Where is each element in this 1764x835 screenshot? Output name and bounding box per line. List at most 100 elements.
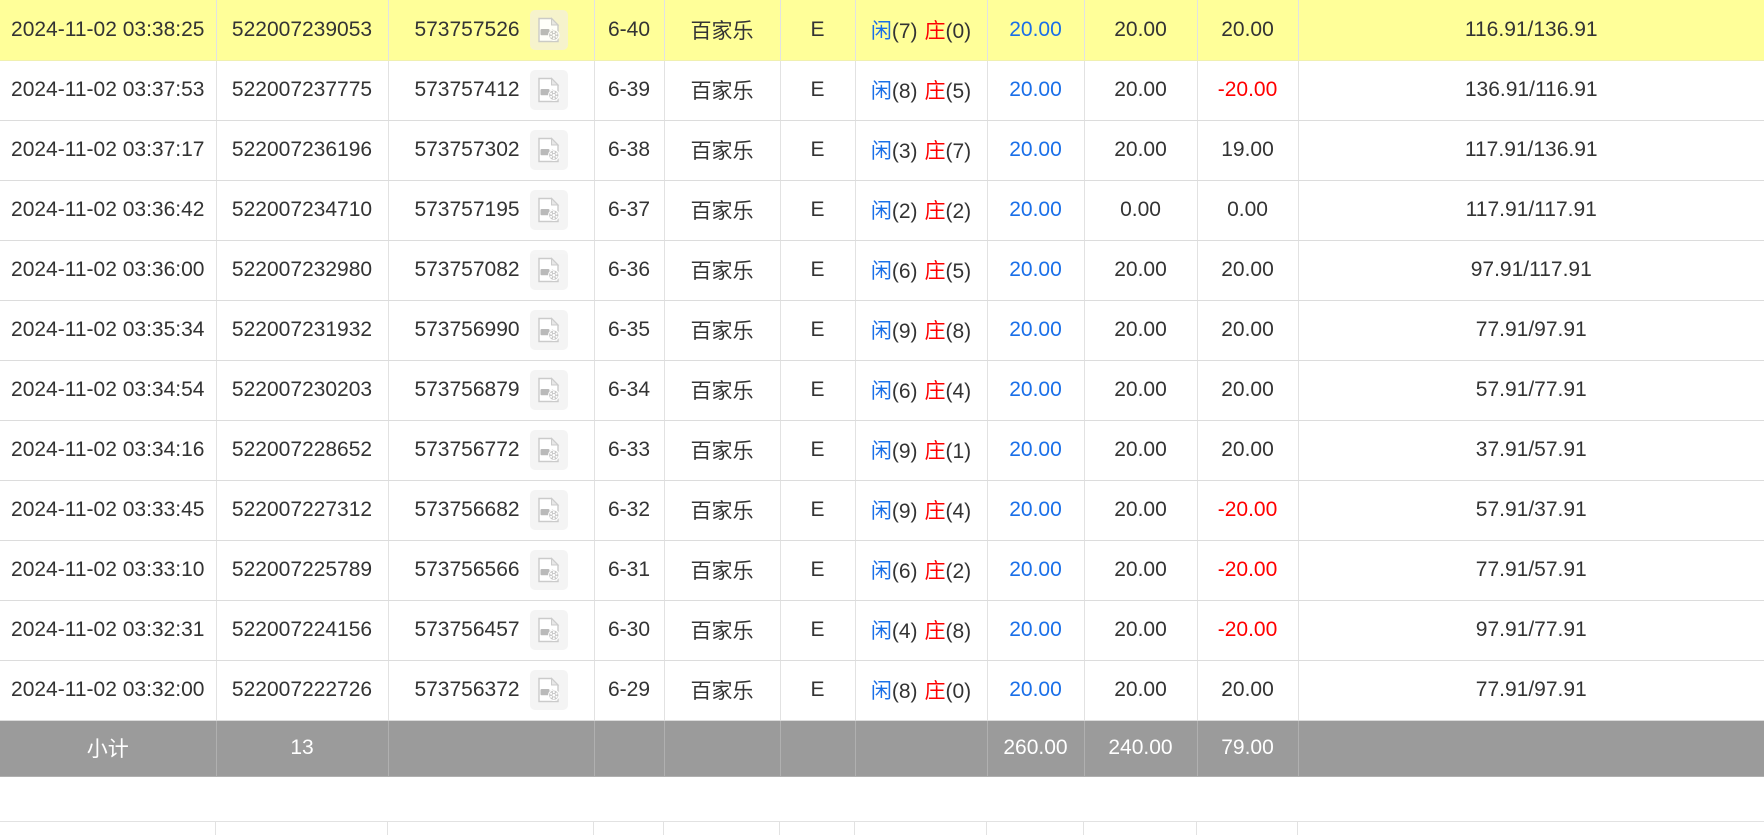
subtotal-row: 小计 13 260.00 240.00 79.00 <box>0 720 1764 777</box>
bet-time: 2024-11-02 03:34:54 <box>11 378 205 401</box>
table-row[interactable]: 2024-11-02 03:33:10 522007225789 573756566… <box>0 540 1764 601</box>
payout-amount: 20.00 <box>1221 258 1274 281</box>
bet-time: 2024-11-02 03:32:00 <box>11 678 205 701</box>
cell-game-name: 百家乐 <box>664 480 781 541</box>
video-replay-icon[interactable] <box>529 190 568 230</box>
valid-bet-amount: 20.00 <box>1114 138 1167 161</box>
cell-round-number: 573756566 <box>388 540 595 601</box>
bet-amount: 20.00 <box>1009 138 1062 161</box>
cell-order-number: 522007228652 <box>216 420 389 481</box>
cell-round-number: 573756372 <box>388 660 595 721</box>
table-row[interactable]: 2024-11-02 03:32:31 522007224156 573756457… <box>0 600 1764 661</box>
banker-result: 庄(1) <box>924 440 972 463</box>
cell-payout-amount: 0.00 <box>1197 180 1299 241</box>
cell-table-shoe: 6-35 <box>594 300 665 361</box>
round-result: 闲(8) 庄(0) <box>871 675 971 705</box>
video-replay-icon[interactable] <box>529 490 568 530</box>
round-result: 闲(2) 庄(2) <box>871 195 971 225</box>
table-row[interactable]: 2024-11-02 03:34:16 522007228652 573756772… <box>0 420 1764 481</box>
cell-order-number: 522007234710 <box>216 180 389 241</box>
video-replay-icon[interactable] <box>529 70 568 110</box>
cell-order-number: 522007225789 <box>216 540 389 601</box>
cell-side-code: E <box>780 0 856 61</box>
video-replay-icon[interactable] <box>529 550 568 590</box>
cell-payout-amount: 20.00 <box>1197 420 1299 481</box>
video-replay-icon[interactable] <box>529 250 568 290</box>
cell-order-number: 522007230203 <box>216 360 389 421</box>
table-row[interactable]: 2024-11-02 03:34:54 522007230203 573756879… <box>0 360 1764 421</box>
table-shoe: 6-37 <box>607 198 651 221</box>
cell-side-code: E <box>780 420 856 481</box>
order-number: 522007237775 <box>231 78 373 101</box>
cell-bet-amount: 20.00 <box>987 240 1085 301</box>
game-name: 百家乐 <box>690 320 754 343</box>
order-number: 522007228652 <box>231 438 373 461</box>
table-shoe: 6-31 <box>607 558 651 581</box>
table-row[interactable]: 2024-11-02 03:35:34 522007231932 573756990… <box>0 300 1764 361</box>
cell-table-shoe: 6-40 <box>594 0 665 61</box>
table-row[interactable]: 2024-11-02 03:38:25 522007239053 573757526… <box>0 0 1764 61</box>
table-row[interactable]: 2024-11-02 03:37:53 522007237775 573757412… <box>0 60 1764 121</box>
banker-result: 庄(4) <box>924 380 972 403</box>
cell-order-number: 522007222726 <box>216 660 389 721</box>
cell-result: 闲(6) 庄(4) <box>855 360 988 421</box>
cell-time: 2024-11-02 03:33:45 <box>0 480 217 541</box>
valid-bet-amount: 20.00 <box>1114 618 1167 641</box>
side-code: E <box>810 78 825 101</box>
player-result: 闲(6) <box>870 560 918 583</box>
game-name: 百家乐 <box>690 260 754 283</box>
round-result: 闲(6) 庄(5) <box>871 255 971 285</box>
valid-bet-amount: 20.00 <box>1114 258 1167 281</box>
side-code: E <box>810 618 825 641</box>
cell-payout-amount: -20.00 <box>1197 600 1299 661</box>
cell-result: 闲(4) 庄(8) <box>855 600 988 661</box>
balance-before-after: 77.91/97.91 <box>1475 678 1587 701</box>
subtotal-label: 小计 <box>0 720 217 777</box>
balance-before-after: 77.91/97.91 <box>1475 318 1587 341</box>
cell-valid-bet-amount: 20.00 <box>1084 0 1198 61</box>
table-row[interactable]: 2024-11-02 03:32:00 522007222726 573756372… <box>0 660 1764 721</box>
bet-time: 2024-11-02 03:37:53 <box>11 78 205 101</box>
round-number: 573756772 <box>414 438 520 461</box>
cell-valid-bet-amount: 20.00 <box>1084 360 1198 421</box>
video-replay-icon[interactable] <box>529 9 568 50</box>
cell-side-code: E <box>780 240 856 301</box>
table-row[interactable]: 2024-11-02 03:37:17 522007236196 573757302… <box>0 120 1764 181</box>
payout-amount: 20.00 <box>1221 678 1274 701</box>
table-row[interactable]: 2024-11-02 03:33:45 522007227312 573756682… <box>0 480 1764 541</box>
balance-before-after: 117.91/117.91 <box>1465 198 1597 221</box>
round-result: 闲(9) 庄(1) <box>871 435 971 465</box>
cell-bet-amount: 20.00 <box>987 660 1085 721</box>
video-replay-icon[interactable] <box>529 310 568 350</box>
round-result: 闲(6) 庄(4) <box>871 375 971 405</box>
cell-order-number: 522007224156 <box>216 600 389 661</box>
payout-amount: 20.00 <box>1221 438 1274 461</box>
cell-time: 2024-11-02 03:38:25 <box>0 0 217 61</box>
order-number: 522007224156 <box>231 618 373 641</box>
video-replay-icon[interactable] <box>529 670 568 710</box>
video-replay-icon[interactable] <box>529 430 568 470</box>
video-replay-icon[interactable] <box>529 370 568 410</box>
video-replay-icon[interactable] <box>529 610 568 650</box>
cell-table-shoe: 6-37 <box>594 180 665 241</box>
bet-amount: 20.00 <box>1009 17 1062 41</box>
video-replay-icon[interactable] <box>529 130 568 170</box>
side-code: E <box>810 198 825 221</box>
cell-bet-amount: 20.00 <box>987 0 1085 61</box>
table-row[interactable]: 2024-11-02 03:36:00 522007232980 573757082… <box>0 240 1764 301</box>
player-result: 闲(8) <box>870 680 918 703</box>
player-result: 闲(8) <box>870 80 918 103</box>
bet-records-table: 2024-11-02 03:38:25 522007239053 573757526… <box>0 0 1764 777</box>
payout-amount: -20.00 <box>1217 558 1278 581</box>
bet-time: 2024-11-02 03:33:10 <box>11 558 205 581</box>
table-row[interactable]: 2024-11-02 03:36:42 522007234710 573757195… <box>0 180 1764 241</box>
balance-before-after: 97.91/117.91 <box>1470 258 1592 281</box>
bet-time: 2024-11-02 03:33:45 <box>11 498 205 521</box>
cell-payout-amount: 19.00 <box>1197 120 1299 181</box>
cell-bet-amount: 20.00 <box>987 180 1085 241</box>
cell-game-name: 百家乐 <box>664 180 781 241</box>
round-result: 闲(6) 庄(2) <box>871 555 971 585</box>
banker-result: 庄(5) <box>924 260 972 283</box>
bet-amount: 20.00 <box>1009 258 1062 281</box>
cell-time: 2024-11-02 03:37:53 <box>0 60 217 121</box>
